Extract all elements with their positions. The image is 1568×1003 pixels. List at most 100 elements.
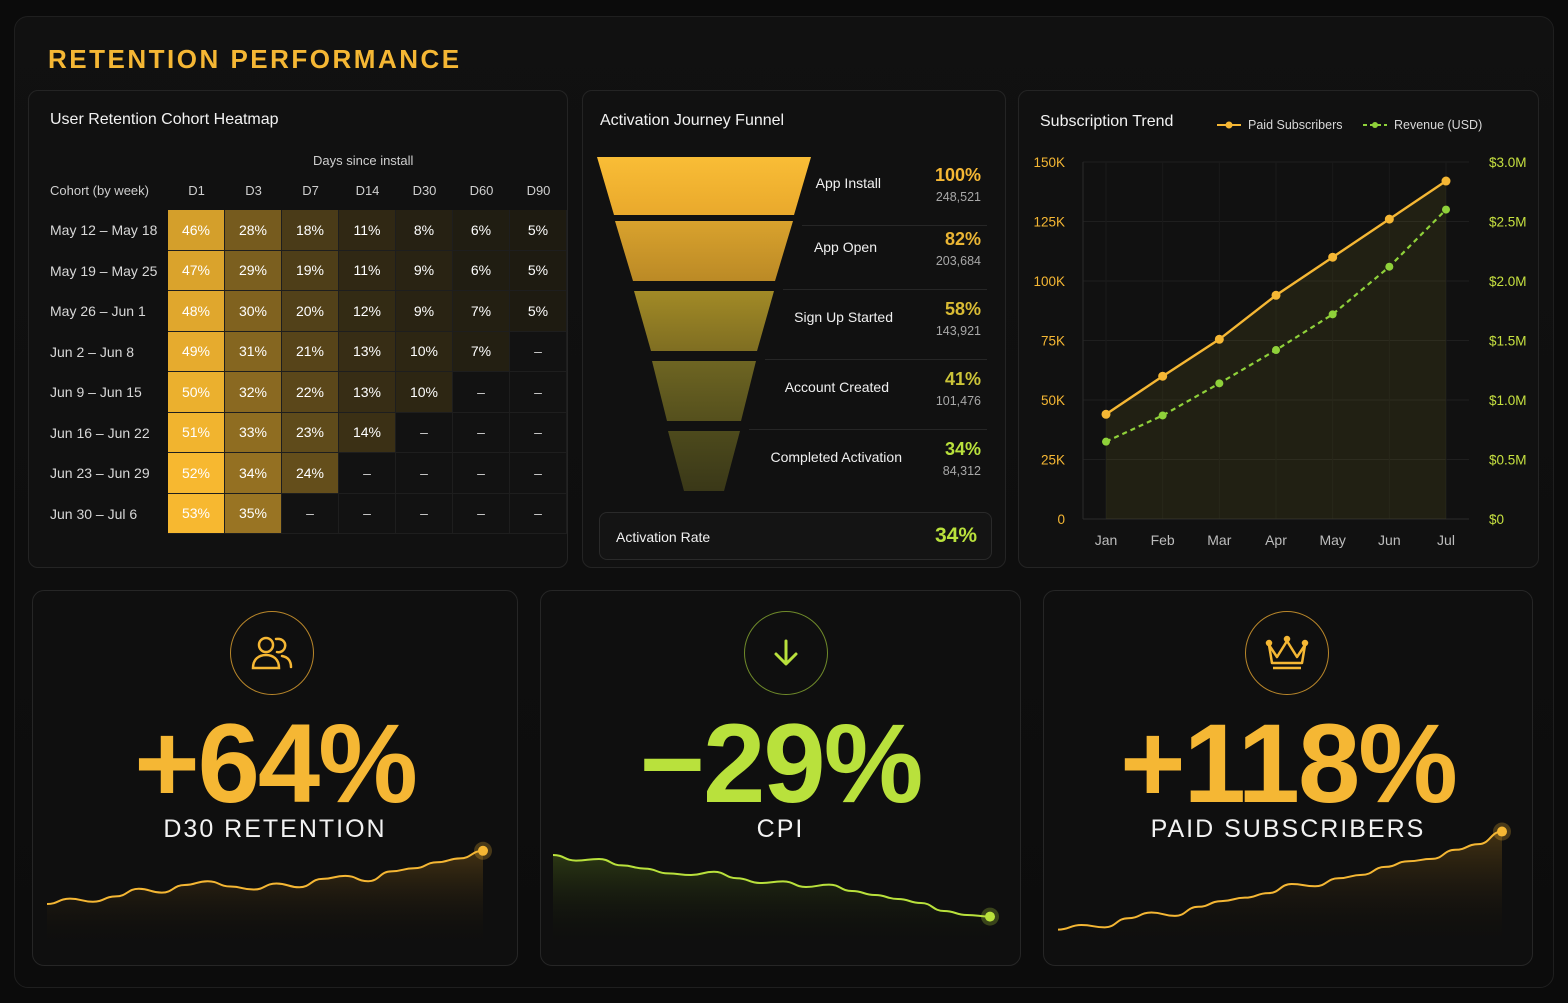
activation-rate-value: 34%: [934, 524, 977, 547]
heatmap-cohort-label: May 12 – May 18: [50, 222, 158, 238]
activation-rate-label: Activation Rate: [616, 529, 711, 545]
heatmap-cell: –: [396, 453, 453, 494]
heatmap-cell: 19%: [282, 250, 339, 291]
heatmap-cell: 5%: [510, 250, 567, 291]
sparkline-area: [47, 850, 483, 951]
sparkline-line: [46, 849, 484, 905]
revenue-point: [1385, 262, 1394, 271]
funnel-title: Activation Journey Funnel: [600, 112, 785, 129]
heatmap-cell: 11%: [339, 250, 396, 291]
heatmap-cell: –: [510, 493, 567, 534]
revenue-point: [1442, 205, 1450, 214]
heatmap-cell: –: [339, 453, 396, 494]
paid-subscribers-point: [1214, 334, 1224, 344]
heatmap-cell: 5%: [510, 291, 567, 332]
heatmap-cell: 8%: [396, 210, 453, 251]
kpi-label: CPI: [756, 815, 805, 843]
legend-paid-subscribers: Paid Subscribers: [1217, 118, 1343, 132]
heatmap-cell: 24%: [282, 453, 339, 494]
paid-subscribers-sparkline: [1057, 822, 1511, 951]
heatmap-cell: 23%: [282, 412, 339, 453]
heatmap-cell: 50%: [168, 372, 225, 413]
heatmap-cell: –: [453, 453, 510, 494]
heatmap-cell: 31%: [225, 331, 282, 372]
heatmap-row: 47% 29% 19% 11% 9% 6% 5%: [168, 250, 567, 291]
funnel-stage-count: 84,312: [942, 464, 981, 478]
heatmap-row: 53% 35% – – – – –: [168, 493, 567, 534]
kpi-value: +64%: [134, 701, 418, 826]
funnel-stage-percent: 34%: [944, 439, 981, 459]
kpi-value: −29%: [639, 701, 924, 826]
users-icon: [230, 611, 314, 695]
heatmap-column-header: D3: [245, 183, 262, 198]
y-right-tick-label: $3.0M: [1489, 155, 1527, 170]
kpi-value: +118%: [1120, 701, 1458, 826]
heatmap-cell: 33%: [225, 412, 282, 453]
heatmap-cohort-label: Jun 16 – Jun 22: [50, 424, 150, 441]
heatmap-cell: 29%: [225, 250, 282, 291]
heatmap-column-header: D60: [469, 183, 494, 198]
funnel-stage-percent: 82%: [944, 229, 981, 249]
funnel-chart: [597, 157, 811, 491]
heatmap-cell: 22%: [282, 372, 339, 413]
sparkline-area: [1058, 831, 1502, 951]
funnel-stage-count: 248,521: [935, 190, 981, 204]
heatmap-cell: 14%: [339, 412, 396, 453]
heatmap-row-header: Cohort (by week): [50, 183, 149, 198]
sparkline-line: [552, 854, 991, 918]
sparkline-area: [553, 855, 990, 951]
heatmap-cell: –: [282, 493, 339, 534]
funnel-stage-percent: 41%: [944, 369, 981, 389]
funnel-stage-bar: [652, 361, 756, 421]
funnel-stage-count: 143,921: [935, 324, 981, 338]
paid-subscribers-point: [1271, 290, 1281, 300]
y-left-tick-label: 50K: [1041, 393, 1065, 408]
heatmap-cell: –: [453, 372, 510, 413]
funnel-stage-label: App Install: [815, 175, 881, 191]
paid-subscribers-point: [1384, 214, 1394, 224]
activation-funnel-panel: Activation Journey Funnel App Install 100…: [582, 90, 1006, 568]
funnel-stage-bar: [615, 221, 793, 281]
heatmap-cell: 10%: [396, 331, 453, 372]
kpi-label: D30 RETENTION: [163, 815, 387, 843]
y-right-tick-label: $1.5M: [1489, 334, 1527, 349]
funnel-stage-bar: [634, 291, 774, 351]
funnel-stage-label: Completed Activation: [770, 449, 902, 465]
d30-retention-sparkline: [46, 841, 492, 951]
heatmap-cell: 49%: [168, 331, 225, 372]
heatmap-title: User Retention Cohort Heatmap: [50, 111, 279, 128]
heatmap-grid: 46% 28% 18% 11% 8% 6% 5% 47% 29% 19% 11% 9% 6% 5% 48% 3…: [168, 210, 567, 534]
revenue-point: [1328, 310, 1337, 319]
funnel-stage-percent: 100%: [934, 165, 981, 185]
y-right-tick-label: $0: [1489, 512, 1504, 527]
heatmap-row: 48% 30% 20% 12% 9% 7% 5%: [168, 291, 567, 332]
y-right-tick-label: $0.5M: [1489, 453, 1527, 468]
heatmap-row: 46% 28% 18% 11% 8% 6% 5%: [168, 210, 567, 251]
funnel-stage-bar: [668, 431, 740, 491]
heatmap-cell: 6%: [453, 250, 510, 291]
heatmap-cell: –: [453, 493, 510, 534]
y-right-tick-label: $2.5M: [1489, 215, 1527, 230]
sparkline-end-point: [985, 911, 995, 922]
heatmap-cell: –: [510, 453, 567, 494]
heatmap-column-header: D14: [355, 183, 380, 198]
sparkline-end-point: [1497, 826, 1507, 837]
revenue-point: [1272, 346, 1280, 355]
paid-subscribers-point: [1328, 252, 1338, 262]
x-tick-label: Jan: [1095, 532, 1118, 548]
arrow-down-icon: [744, 611, 828, 695]
heatmap-cell: –: [510, 331, 567, 372]
heatmap-cell: 11%: [339, 210, 396, 251]
y-right-tick-label: $2.0M: [1489, 274, 1527, 289]
heatmap-cell: –: [396, 493, 453, 534]
heatmap-row: 51% 33% 23% 14% – – –: [168, 412, 567, 453]
cpi-sparkline: [552, 854, 999, 951]
heatmap-cell: –: [510, 412, 567, 453]
y-left-tick-label: 125K: [1033, 215, 1065, 230]
funnel-stage-label: Account Created: [784, 379, 889, 395]
paid-subscribers-point: [1441, 176, 1451, 186]
legend-label-paid: Paid Subscribers: [1248, 118, 1343, 132]
heatmap-cell: 20%: [282, 291, 339, 332]
subscription-trend-chart: 0 $0 25K $0.5M 50K $1.0M 75K $1.5M 100K $2.0M 125K…: [1033, 155, 1527, 548]
heatmap-column-header: D7: [302, 183, 319, 198]
